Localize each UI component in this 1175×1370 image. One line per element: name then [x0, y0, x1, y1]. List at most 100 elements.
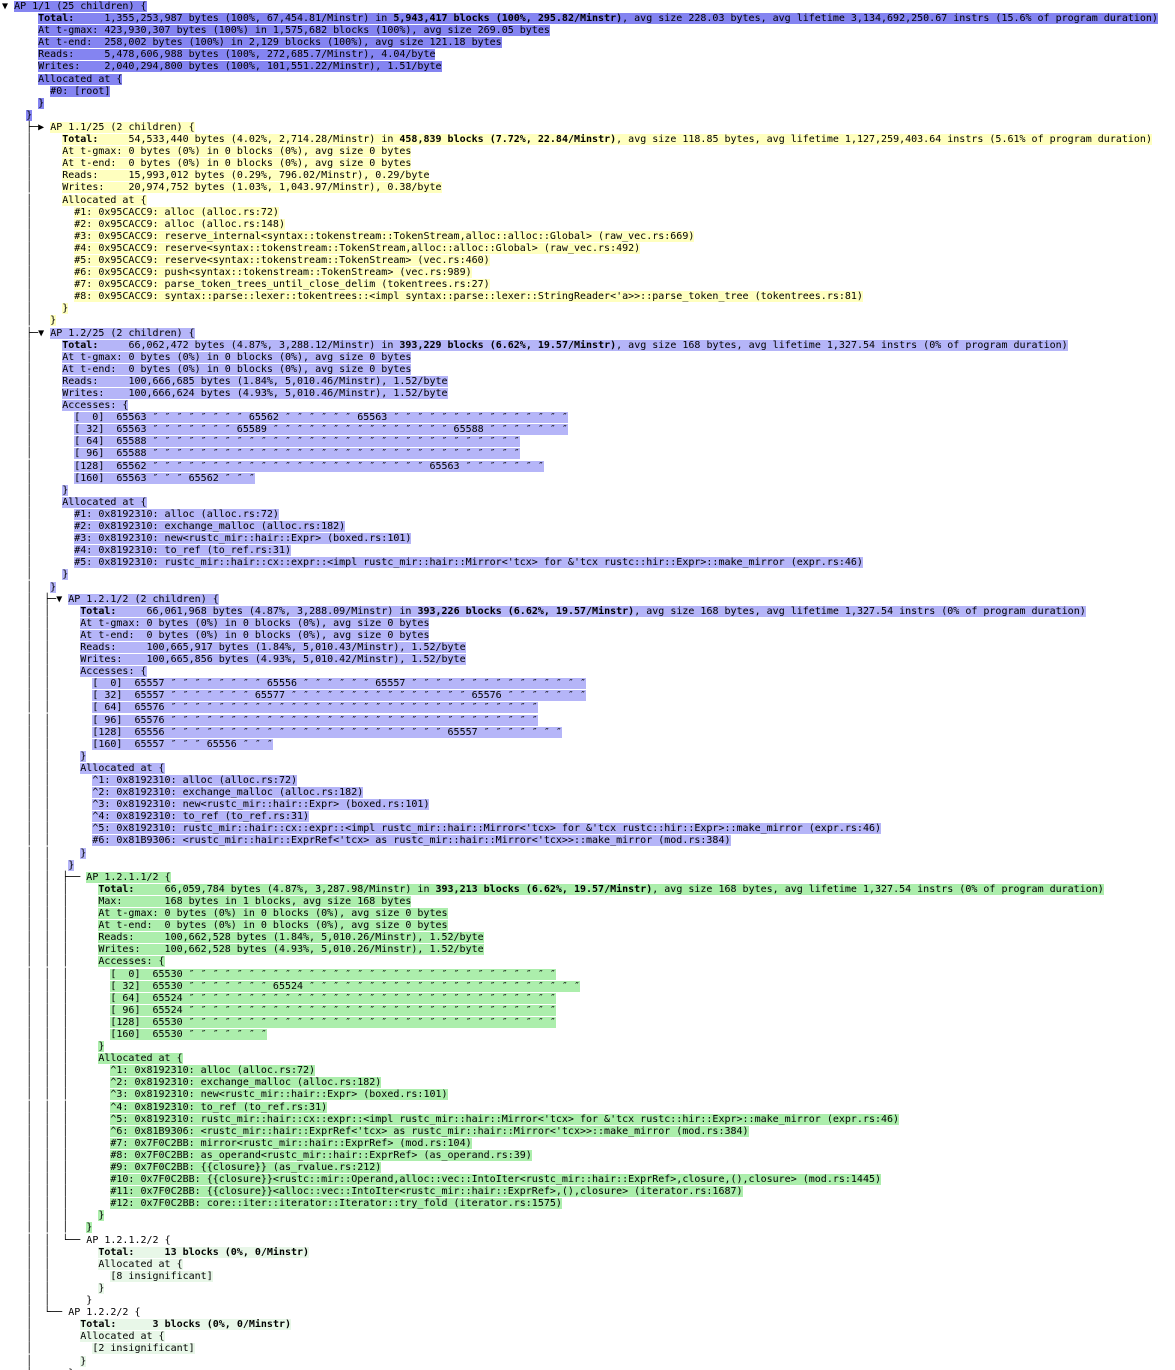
node-text: Max: 168 bytes in 1 blocks, avg size 168…	[98, 895, 412, 907]
tree-line: │ }	[2, 315, 1175, 327]
tree-connector: │ │	[2, 641, 81, 653]
tree-connector: │ │	[2, 1295, 87, 1307]
text: , avg size 228.03 bytes, avg lifetime 3,…	[622, 13, 1158, 25]
tree-connector: │	[2, 388, 63, 399]
tree-line: │ Total: 3 blocks (0%, 0/Minstr)	[2, 1319, 1175, 1331]
collapse-toggle-icon[interactable]: ▼	[38, 327, 45, 339]
text: AP 1.2.2/2 {	[68, 1307, 141, 1319]
text: Allocated at {	[80, 762, 165, 774]
node-text: }	[80, 1355, 87, 1367]
tree-line: │ }	[2, 303, 1175, 315]
node-text: AP 1.2.1/2 (2 children) {	[68, 593, 219, 605]
accesses-row: │ │ [ 32] 65557 ″ ″ ″ ″ ″ ″ ″ 65577 ″ ″ …	[2, 690, 1175, 702]
emphasized-text: Total:	[62, 134, 129, 146]
tree-connector: │ │ │	[2, 1174, 111, 1186]
accesses-row: │ │ [160] 65557 ″ ″ ″ 65556 ″ ″ ″	[2, 738, 1175, 751]
collapse-toggle-icon[interactable]: ▼	[56, 593, 63, 605]
tree-connector: │ │ │	[2, 883, 99, 895]
tree-line: │ Allocated at {	[2, 1331, 1175, 1343]
node-text: Writes: 20,974,752 bytes (1.03%, 1,043.9…	[62, 182, 442, 194]
node-text: [ 96] 65588 ″ ″ ″ ″ ″ ″ ″ ″ ″ ″ ″ ″ ″ ″ …	[74, 448, 520, 460]
tree-connector: │ │ │	[2, 1004, 111, 1016]
text: ^4: 0x8192310: to_ref (to_ref.rs:31)	[92, 811, 310, 823]
tree-line: │ #1: 0x8192310: alloc (alloc.rs:72)	[2, 508, 1175, 521]
tree-connector: │ │ │	[2, 1065, 111, 1077]
node-text: Total: 3 blocks (0%, 0/Minstr)	[80, 1319, 291, 1331]
node-text: [2 insignificant]	[92, 1343, 195, 1355]
tree-line: │ │ }	[2, 750, 1175, 763]
tree-connector: │ │	[2, 859, 69, 871]
tree-connector: │ │	[2, 678, 93, 690]
expand-toggle-icon[interactable]: ▶	[38, 121, 45, 133]
node-text: AP 1.2/25 (2 children) {	[50, 327, 195, 339]
node-text: #1: 0x8192310: alloc (alloc.rs:72)	[74, 508, 279, 520]
text: At t-end: 0 bytes (0%) in 0 blocks (0%),…	[62, 158, 412, 170]
tree-connector: │	[2, 508, 75, 520]
node-text: #2: 0x8192310: exchange_malloc (alloc.rs…	[74, 521, 346, 533]
tree-line: │ #3: 0x8192310: new<rustc_mir::hair::Ex…	[2, 533, 1175, 545]
node-text: }	[86, 1222, 93, 1234]
text: 66,062,472 bytes (4.87%, 3,288.12/Minstr…	[128, 339, 400, 351]
ap-node-header-line[interactable]: │ ├─▼ AP 1.2.1/2 (2 children) {	[2, 593, 1175, 606]
tree-connector: │ │ │	[2, 992, 111, 1004]
text: }	[80, 750, 87, 762]
tree-connector: │	[2, 400, 63, 412]
tree-connector: │	[2, 170, 63, 182]
tree-connector: │ │	[2, 811, 93, 823]
tree-connector: │	[2, 569, 63, 581]
accesses-row: │ │ │ [ 0] 65530 ″ ″ ″ ″ ″ ″ ″ ″ ″ ″ ″ ″…	[2, 968, 1175, 981]
tree-line: │ │ │ ^3: 0x8192310: new<rustc_mir::hair…	[2, 1089, 1175, 1101]
node-text: #1: 0x95CACC9: alloc (alloc.rs:72)	[74, 206, 279, 218]
node-text: At t-end: 0 bytes (0%) in 0 blocks (0%),…	[80, 629, 430, 641]
text: AP 1.2/25 (2 children) {	[50, 327, 195, 339]
text: At t-end: 0 bytes (0%) in 0 blocks (0%),…	[98, 920, 448, 932]
tree-connector: │	[2, 436, 75, 448]
tree-line: │ │ │ ^4: 0x8192310: to_ref (to_ref.rs:3…	[2, 1101, 1175, 1114]
tree-line: │ │ │ }	[2, 1210, 1175, 1222]
text: #3: 0x95CACC9: reserve_internal<syntax::…	[74, 230, 695, 242]
accesses-row: │ [ 32] 65563 ″ ″ ″ ″ ″ ″ ″ 65589 ″ ″ ″ …	[2, 424, 1175, 436]
node-text: ^4: 0x8192310: to_ref (to_ref.rs:31)	[92, 811, 310, 823]
ap-node-header-line[interactable]: ├─▶ AP 1.1/25 (2 children) {	[2, 121, 1175, 134]
collapse-toggle-icon[interactable]: ▼	[2, 1, 9, 12]
node-text: ^3: 0x8192310: new<rustc_mir::hair::Expr…	[92, 799, 430, 811]
node-text: At t-end: 0 bytes (0%) in 0 blocks (0%),…	[62, 363, 412, 375]
ap-node-header-line[interactable]: ├─▼ AP 1.2/25 (2 children) {	[2, 327, 1175, 340]
node-text: Reads: 100,662,528 bytes (1.84%, 5,010.2…	[98, 932, 484, 944]
tree-connector: │ │	[2, 787, 93, 799]
text: #8: 0x95CACC9: syntax::parse::lexer::tok…	[74, 291, 863, 303]
tree-line: │ }	[2, 484, 1175, 497]
tree-line: │ │ Writes: 100,665,856 bytes (4.93%, 5,…	[2, 654, 1175, 666]
text: , avg size 168 bytes, avg lifetime 1,327…	[616, 339, 1068, 351]
node-text: #0: [root]	[50, 85, 111, 97]
tree-line: Total: 1,355,253,987 bytes (100%, 67,454…	[2, 13, 1175, 25]
tree-connector: │ │ │	[2, 1028, 111, 1040]
accesses-row: │ │ │ [ 32] 65530 ″ ″ ″ ″ ″ ″ ″ 65524 ″ …	[2, 980, 1175, 993]
accesses-row: │ [160] 65563 ″ ″ ″ 65562 ″ ″ ″	[2, 472, 1175, 485]
tree-line: │ │ │ Writes: 100,662,528 bytes (4.93%, …	[2, 944, 1175, 956]
text: #12: 0x7F0C2BB: core::iter::iterator::It…	[110, 1198, 562, 1210]
tree-line: │ │ │ ^5: 0x8192310: rustc_mir::hair::cx…	[2, 1113, 1175, 1126]
text: Writes: 2,040,294,800 bytes (100%, 101,5…	[38, 61, 442, 73]
tree-connector: │ │	[2, 847, 81, 859]
node-text: Total: 66,062,472 bytes (4.87%, 3,288.12…	[62, 339, 1068, 351]
tree-line: │ │ At t-end: 0 bytes (0%) in 0 blocks (…	[2, 629, 1175, 642]
emphasized-text: Total: 3 blocks (0%, 0/Minstr)	[80, 1319, 291, 1331]
tree-line: │ │ ^2: 0x8192310: exchange_malloc (allo…	[2, 787, 1175, 799]
ap-node-header-line[interactable]: ▼ AP 1/1 (25 children) {	[2, 1, 1175, 13]
emphasized-text: Total:	[80, 605, 147, 617]
node-text: Accesses: {	[62, 400, 129, 412]
emphasized-text: Total:	[62, 339, 129, 351]
tree-connector: ├─	[2, 327, 39, 339]
tree-connector: │	[2, 557, 75, 569]
tree-connector: │ │ │	[2, 1113, 111, 1125]
node-text: [160] 65563 ″ ″ ″ 65562 ″ ″ ″	[74, 472, 255, 484]
tree-line: │ │ │ #11: 0x7F0C2BB: {{closure}}<alloc:…	[2, 1186, 1175, 1198]
text: 66,059,784 bytes (4.87%, 3,287.98/Minstr…	[164, 883, 436, 895]
node-text: Accesses: {	[80, 666, 147, 678]
text: Writes: 20,974,752 bytes (1.03%, 1,043.9…	[62, 182, 442, 194]
node-text: Writes: 100,665,856 bytes (4.93%, 5,010.…	[80, 654, 466, 666]
tree-line: │ Writes: 100,666,624 bytes (4.93%, 5,01…	[2, 388, 1175, 400]
tree-line: │ │ │ Total: 66,059,784 bytes (4.87%, 3,…	[2, 883, 1175, 896]
tree-connector	[2, 98, 38, 109]
